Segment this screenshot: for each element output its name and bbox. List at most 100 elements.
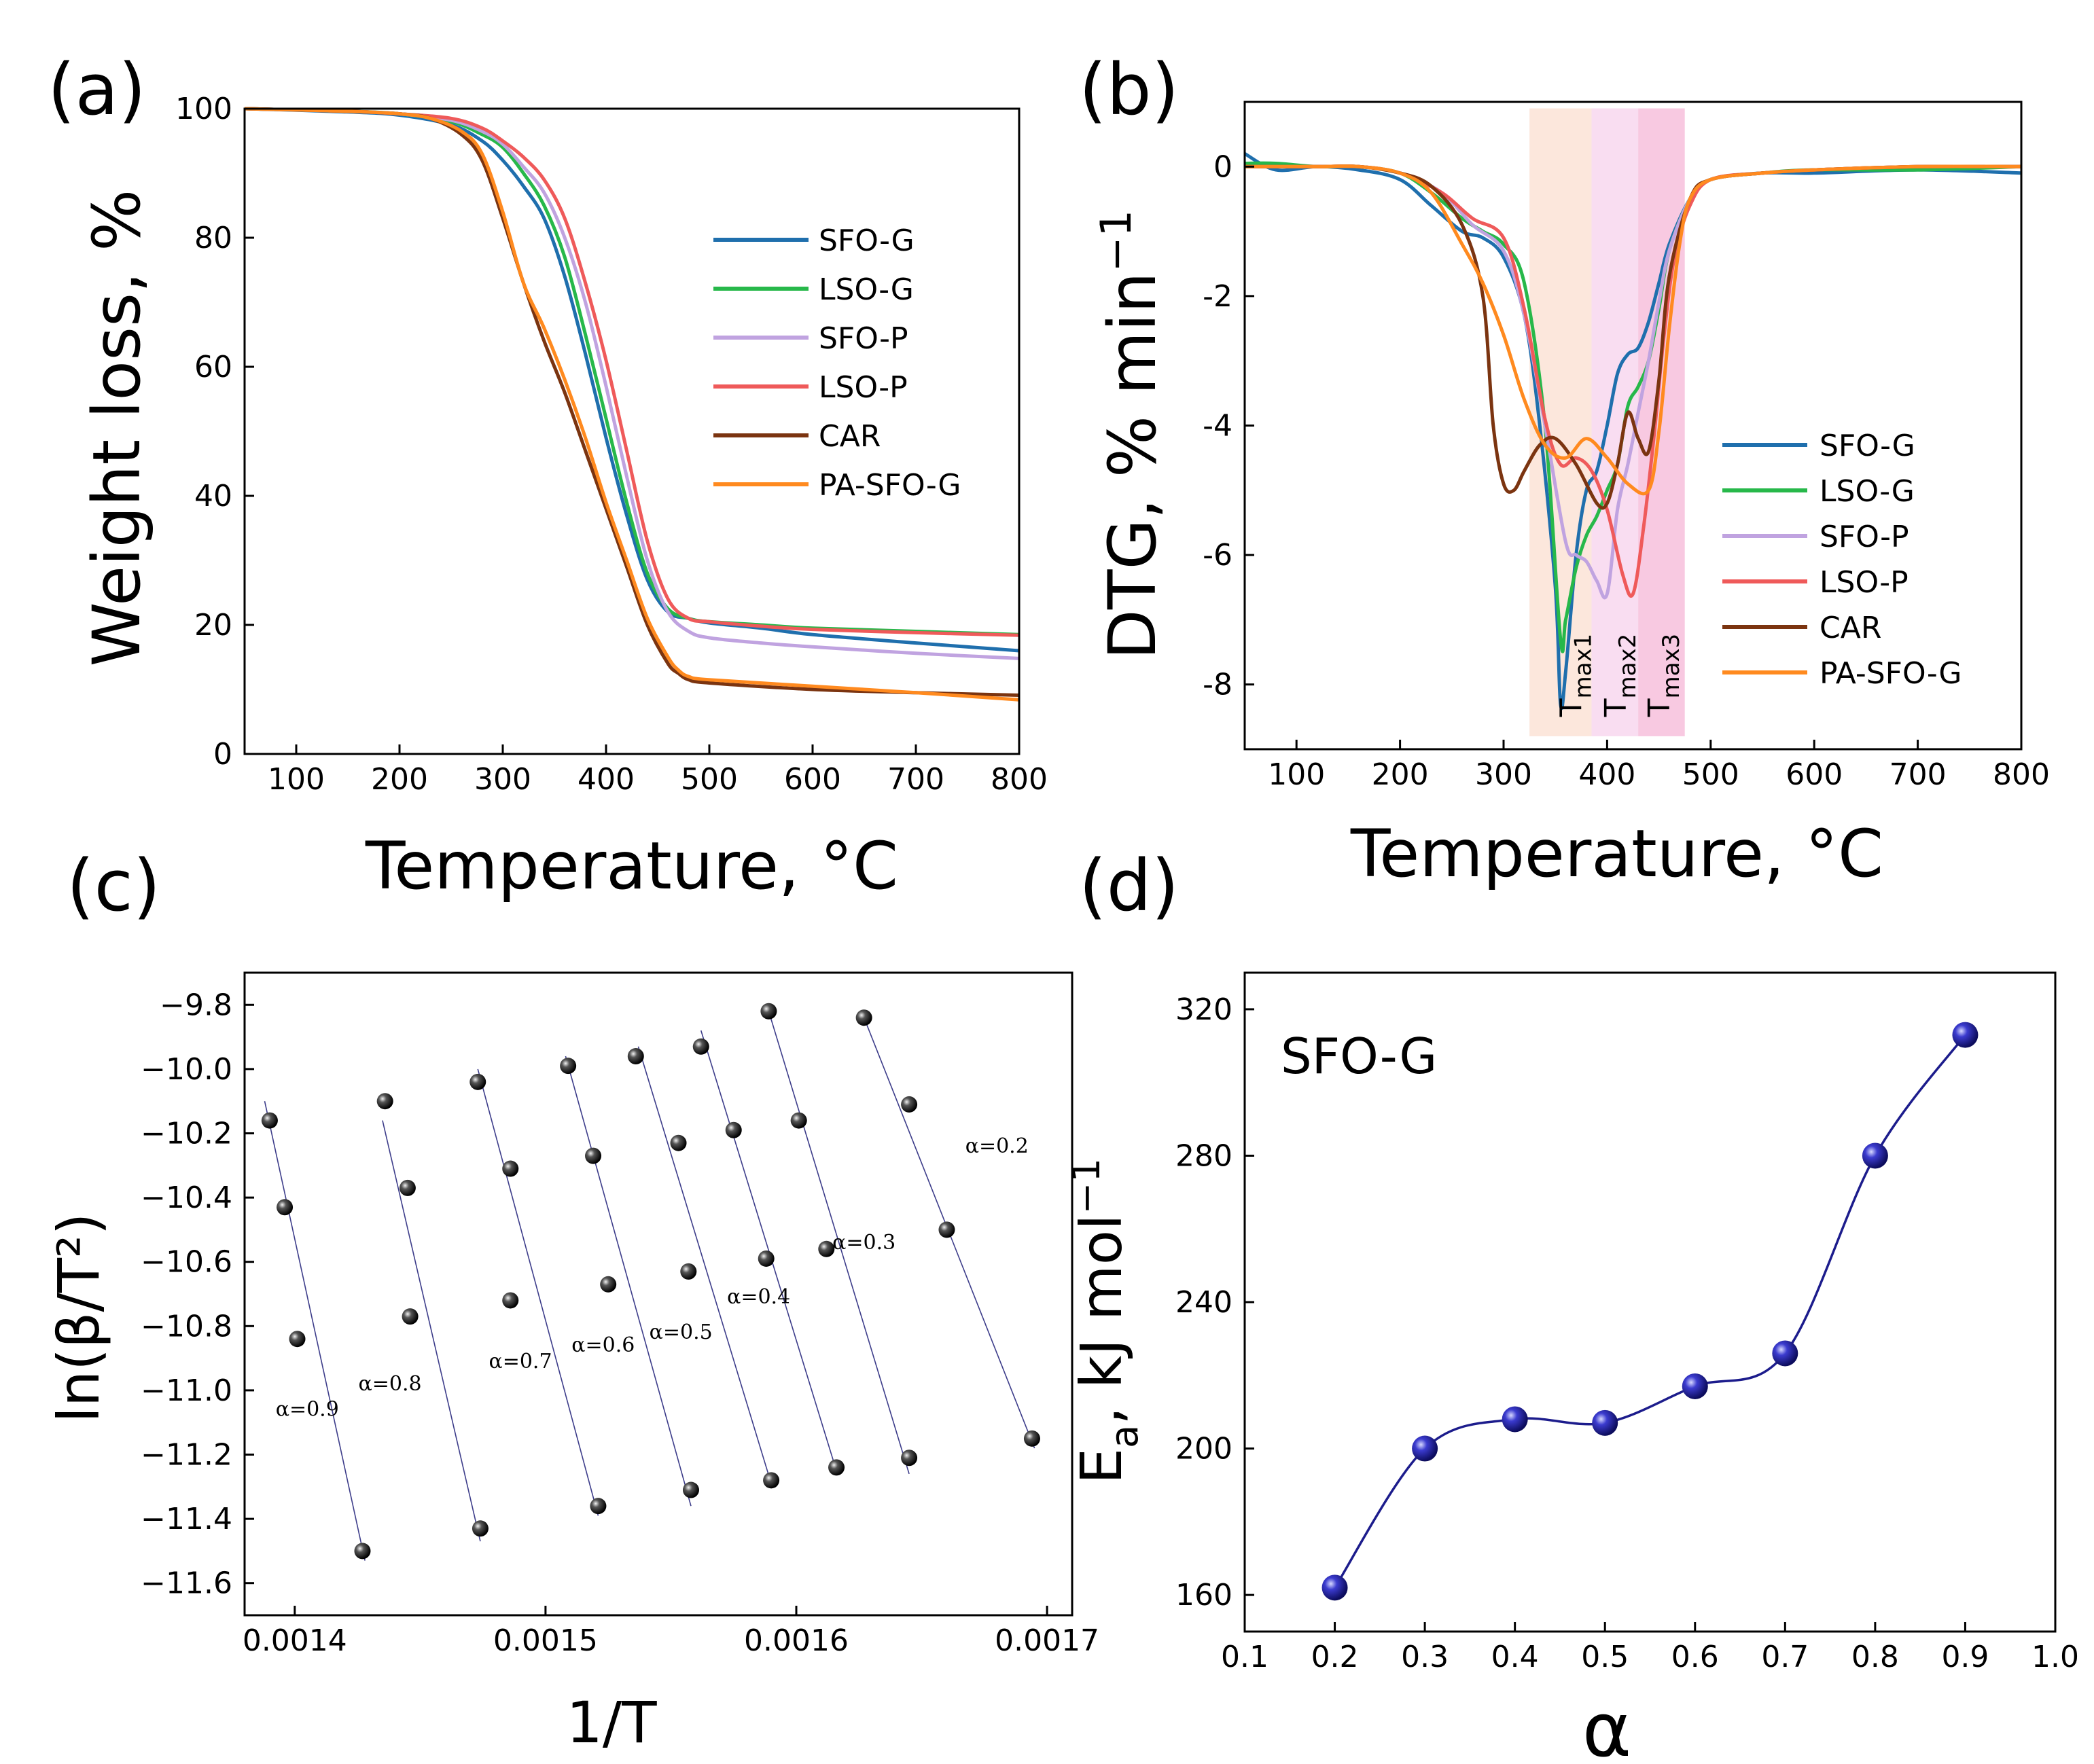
- data-point: [901, 1096, 918, 1113]
- series-label: α=0.9: [276, 1398, 339, 1422]
- chart-b-xtick-label: 300: [1475, 757, 1532, 792]
- tmax-annotation-letter: T: [1642, 698, 1677, 717]
- legend-label: PA-SFO-G: [819, 468, 961, 503]
- legend-label: SFO-G: [819, 223, 915, 258]
- data-point: [585, 1147, 602, 1164]
- chart-a-xtick-label: 700: [887, 762, 944, 797]
- chart-a-xtick-label: 500: [681, 762, 738, 797]
- legend-label: SFO-P: [1820, 520, 1909, 554]
- data-point: [399, 1179, 416, 1196]
- chart-b-ytick-label: 0: [1213, 149, 1232, 184]
- legend-label: LSO-G: [819, 272, 914, 307]
- legend-label: CAR: [819, 419, 881, 454]
- tmax-annotation: Tmax2: [1599, 634, 1642, 718]
- chart-b-ylabel: DTG, % min−1: [1091, 210, 1171, 660]
- chart-c-ylabel: ln(β/T²): [46, 1212, 112, 1422]
- chart-d-ytick-label: 320: [1175, 992, 1232, 1027]
- data-point: [855, 1009, 872, 1026]
- chart-d-ytick-label: 160: [1175, 1578, 1232, 1613]
- panel-label-b: (b): [1079, 48, 1179, 131]
- chart-c-ytick-label: −11.0: [141, 1373, 232, 1408]
- chart-d: 0.1 0.2 0.3 0.4 0.5 0.6 0.7 0.8 0.9 1.0 160 200 240 2…: [1065, 971, 2079, 1764]
- data-point: [1682, 1373, 1708, 1399]
- chart-b-legend: SFO-G LSO-G SFO-P LSO-P CAR PA-SFO-G: [1722, 429, 1962, 691]
- chart-a-xlabel: Temperature, °C: [365, 828, 898, 904]
- fit-curve: [1334, 1034, 1966, 1589]
- chart-a-xtick-label: 400: [578, 762, 635, 797]
- chart-d-xtick-label: 0.7: [1761, 1640, 1809, 1674]
- chart-b-xtick-label: 400: [1578, 757, 1635, 792]
- data-point: [590, 1498, 607, 1515]
- series-label: α=0.7: [489, 1350, 552, 1373]
- panel-label-d: (d): [1079, 844, 1179, 927]
- tmax-annotation-subscript: max3: [1658, 634, 1685, 699]
- tmax-annotation: Tmax1: [1554, 634, 1597, 718]
- data-point: [725, 1121, 742, 1138]
- tmax-annotation-subscript: max2: [1614, 634, 1642, 699]
- chart-a-legend: SFO-G LSO-G SFO-P LSO-P CAR PA-SFO-G: [713, 223, 961, 503]
- chart-c-ytick-label: −11.4: [141, 1502, 232, 1536]
- series-label: α=0.4: [727, 1285, 790, 1309]
- chart-d-xlabel: α: [1582, 1687, 1632, 1764]
- chart-c-ytick-label: −11.2: [141, 1438, 232, 1473]
- data-point: [790, 1112, 807, 1129]
- chart-d-xtick-label: 0.9: [1941, 1640, 1989, 1674]
- chart-c-ytick-label: −11.6: [141, 1566, 232, 1601]
- data-point: [1023, 1430, 1040, 1447]
- fit-line: [382, 1120, 481, 1542]
- fit-line: [565, 1056, 692, 1507]
- chart-b-ylabel-sup: −1: [1091, 210, 1141, 272]
- data-point: [682, 1481, 699, 1498]
- data-point: [402, 1308, 419, 1325]
- chart-d-ylabel: Ea, kJ mol−1: [1065, 1158, 1147, 1484]
- data-point: [289, 1331, 306, 1348]
- data-point: [1502, 1406, 1528, 1433]
- chart-d-xtick-label: 1.0: [2031, 1640, 2079, 1674]
- chart-a-xtick-label: 100: [268, 762, 325, 797]
- chart-c-xtick-label: 0.0015: [493, 1623, 598, 1658]
- chart-c-ytick-label: −10.4: [141, 1181, 232, 1215]
- series-label: α=0.8: [359, 1372, 422, 1396]
- chart-a-xtick-label: 300: [474, 762, 531, 797]
- data-point: [502, 1160, 519, 1177]
- chart-a-ytick-label: 0: [213, 737, 232, 772]
- chart-b-ylabel-main: DTG, % min: [1095, 272, 1171, 660]
- fit-line: [264, 1101, 366, 1561]
- fit-line: [637, 1046, 772, 1484]
- legend-label: PA-SFO-G: [1820, 656, 1962, 691]
- legend-label: LSO-P: [1820, 565, 1909, 600]
- legend-label: SFO-P: [819, 321, 908, 356]
- chart-b-xtick-label: 200: [1372, 757, 1429, 792]
- chart-b-ytick-label: -6: [1203, 538, 1232, 573]
- series-label: α=0.2: [965, 1134, 1029, 1158]
- chart-a-xtick-label: 200: [371, 762, 428, 797]
- chart-a-ytick-label: 20: [194, 608, 232, 643]
- data-point: [692, 1038, 709, 1055]
- data-point: [763, 1472, 780, 1489]
- chart-a-plot-area: [244, 107, 1020, 702]
- data-point: [818, 1240, 835, 1257]
- legend-label: CAR: [1820, 611, 1881, 645]
- data-point: [354, 1543, 371, 1560]
- chart-a-xtick-label: 800: [991, 762, 1048, 797]
- series-line-lso-p: [244, 107, 1020, 637]
- chart-d-ytick-label: 280: [1175, 1138, 1232, 1173]
- chart-b-xtick-label: 800: [1993, 757, 2050, 792]
- chart-d-xtick-label: 0.6: [1671, 1640, 1719, 1674]
- chart-a-ytick-label: 100: [175, 92, 232, 126]
- chart-a-ytick-label: 60: [194, 350, 232, 384]
- chart-c-ytick-label: −9.8: [160, 988, 232, 1022]
- chart-a-ylabel: Weight loss, %: [79, 190, 155, 667]
- chart-b-xtick-label: 700: [1889, 757, 1947, 792]
- legend-label: LSO-P: [819, 370, 908, 405]
- chart-d-xtick-label: 0.3: [1401, 1640, 1449, 1674]
- chart-b-xtick-label: 600: [1786, 757, 1843, 792]
- data-point: [469, 1073, 486, 1090]
- fit-line: [768, 1011, 910, 1475]
- chart-a-ytick-label: 40: [194, 479, 232, 514]
- tmax-annotation: Tmax3: [1642, 634, 1685, 718]
- chart-c-xtick-label: 0.0014: [243, 1623, 347, 1658]
- chart-d-ylabel-sub: a: [1103, 1425, 1147, 1448]
- data-point: [261, 1112, 278, 1129]
